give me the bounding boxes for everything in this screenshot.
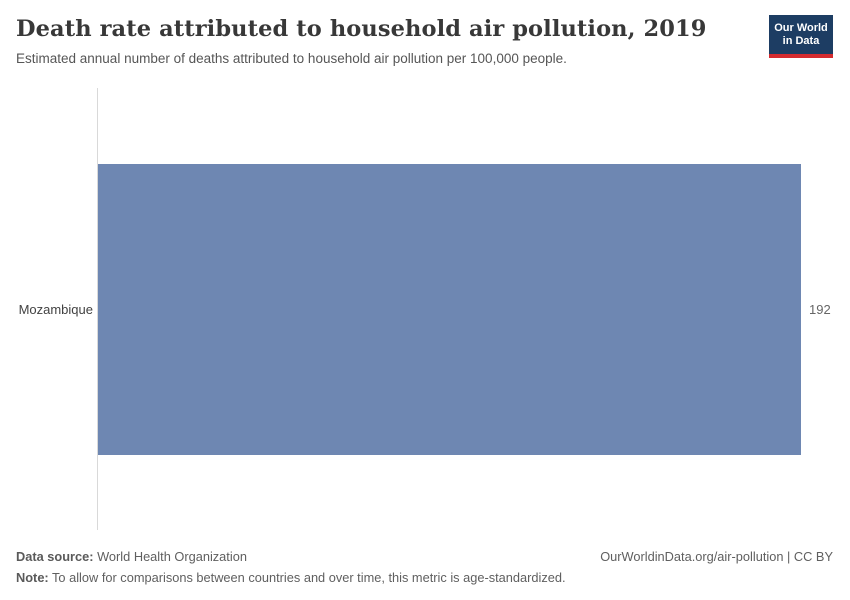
note-label: Note: (16, 570, 49, 585)
data-source-label: Data source: (16, 549, 94, 564)
page-title: Death rate attributed to household air p… (16, 16, 707, 42)
note-value: To allow for comparisons between countri… (48, 570, 566, 585)
chart-footer: Data source: World Health Organization O… (16, 548, 833, 587)
chart-subtitle: Estimated annual number of deaths attrib… (16, 51, 567, 66)
chart-header: Death rate attributed to household air p… (16, 15, 750, 67)
owid-logo[interactable]: Our World in Data (769, 15, 833, 58)
bar-mozambique[interactable] (98, 164, 801, 455)
entity-label-mozambique[interactable]: Mozambique (18, 302, 93, 317)
plot-area: Mozambique 192 (0, 88, 850, 530)
data-source-line: Data source: World Health Organization (16, 548, 247, 566)
note-line: Note: To allow for comparisons between c… (16, 569, 833, 587)
data-source-value: World Health Organization (93, 549, 247, 564)
y-axis-line (97, 88, 98, 530)
owid-logo-line2: in Data (782, 34, 820, 47)
owid-logo-line1: Our World (774, 21, 828, 34)
bar-value-label: 192 (809, 302, 831, 317)
owid-citation-link[interactable]: OurWorldinData.org/air-pollution | CC BY (600, 549, 833, 564)
